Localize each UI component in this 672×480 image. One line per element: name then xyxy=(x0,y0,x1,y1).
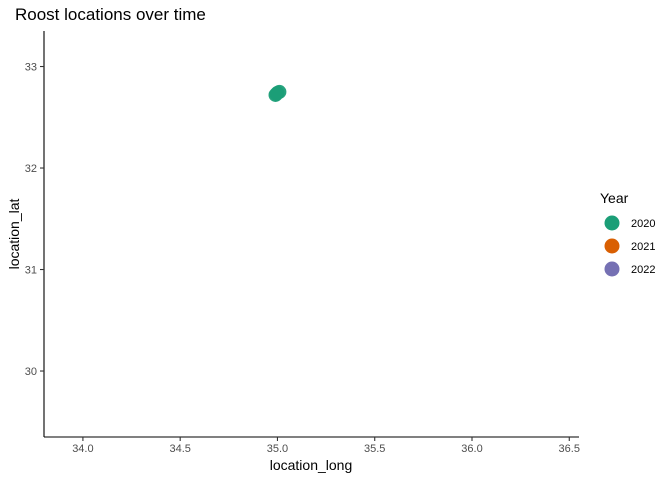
legend-label-2020: 2020 xyxy=(631,218,655,230)
legend-label-2021: 2021 xyxy=(631,241,655,253)
legend-key-2020 xyxy=(604,215,620,231)
data-points xyxy=(268,84,287,102)
legend-key-2022 xyxy=(604,261,620,277)
legend-label-2022: 2022 xyxy=(631,264,655,276)
x-axis-title: location_long xyxy=(270,457,353,473)
plot-area: 34.0 34.5 35.0 35.5 36.0 36.5 30 31 32 33 xyxy=(25,31,580,455)
legend-entries: 2020 2021 2022 xyxy=(604,215,655,277)
x-tick-label: 36.5 xyxy=(559,443,580,455)
y-tick-label: 30 xyxy=(25,366,37,378)
y-tick-label: 32 xyxy=(25,163,37,175)
x-tick-label: 35.0 xyxy=(267,443,288,455)
x-tick-label: 35.5 xyxy=(364,443,385,455)
data-point-2020 xyxy=(269,86,284,101)
x-tick-label: 34.5 xyxy=(169,443,190,455)
y-tick-label: 33 xyxy=(25,62,37,74)
y-tick-label: 31 xyxy=(25,265,37,277)
x-axis-ticks: 34.0 34.5 35.0 35.5 36.0 36.5 xyxy=(72,437,580,455)
y-axis-ticks: 30 31 32 33 xyxy=(25,62,44,378)
x-tick-label: 36.0 xyxy=(461,443,482,455)
y-axis-title: location_lat xyxy=(6,198,22,269)
legend-key-2021 xyxy=(604,238,620,254)
legend: Year 2020 2021 2022 xyxy=(600,190,655,277)
chart-title: Roost locations over time xyxy=(15,5,206,24)
x-tick-label: 34.0 xyxy=(72,443,93,455)
legend-title: Year xyxy=(600,190,629,206)
